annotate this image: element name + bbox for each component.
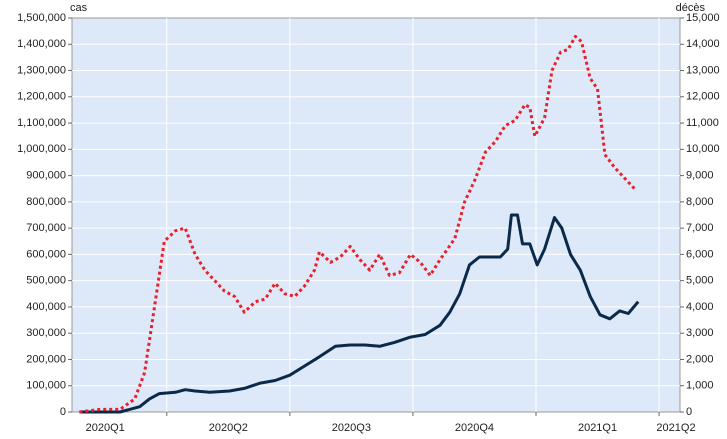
y2-tick-label: 6,000 bbox=[686, 248, 714, 260]
y2-tick-label: 1,000 bbox=[686, 380, 714, 392]
y-tick-label: 1,300,000 bbox=[17, 64, 66, 76]
y-tick-label: 200,000 bbox=[26, 353, 66, 365]
y2-axis-label: décès bbox=[676, 2, 706, 14]
y-tick-label: 100,000 bbox=[26, 380, 66, 392]
y2-tick-label: 4,000 bbox=[686, 301, 714, 313]
x-tick-label: 2020Q4 bbox=[455, 422, 494, 434]
y2-tick-label: 9,000 bbox=[686, 170, 714, 182]
y-tick-label: 700,000 bbox=[26, 222, 66, 234]
y-tick-label: 600,000 bbox=[26, 248, 66, 260]
y-tick-label: 0 bbox=[60, 406, 66, 418]
y2-tick-label: 5,000 bbox=[686, 275, 714, 287]
y2-tick-label: 15,000 bbox=[686, 12, 720, 24]
y2-tick-label: 13,000 bbox=[686, 64, 720, 76]
y2-tick-label: 14,000 bbox=[686, 38, 720, 50]
y2-tick-label: 8,000 bbox=[686, 196, 714, 208]
y-tick-label: 1,400,000 bbox=[17, 38, 66, 50]
y2-tick-label: 12,000 bbox=[686, 91, 720, 103]
y-tick-label: 1,200,000 bbox=[17, 91, 66, 103]
y2-tick-label: 10,000 bbox=[686, 143, 720, 155]
data-line bbox=[79, 34, 636, 414]
y-tick-label: 500,000 bbox=[26, 275, 66, 287]
y-tick-label: 400,000 bbox=[26, 301, 66, 313]
y-axis-label: cas bbox=[70, 2, 88, 14]
y-tick-label: 1,500,000 bbox=[17, 12, 66, 24]
x-tick-label: 2020Q2 bbox=[209, 422, 248, 434]
x-tick-label: 2020Q1 bbox=[86, 422, 125, 434]
y-tick-label: 900,000 bbox=[26, 170, 66, 182]
y-tick-label: 300,000 bbox=[26, 327, 66, 339]
x-tick-label: 2021Q2 bbox=[656, 422, 695, 434]
x-tick-label: 2021Q1 bbox=[578, 422, 617, 434]
x-tick-label: 2020Q3 bbox=[332, 422, 371, 434]
y2-tick-label: 2,000 bbox=[686, 353, 714, 365]
y-tick-label: 1,000,000 bbox=[17, 143, 66, 155]
y2-tick-label: 11,000 bbox=[686, 117, 719, 129]
data-line bbox=[79, 213, 640, 414]
y2-tick-label: 0 bbox=[686, 406, 692, 418]
y-tick-label: 800,000 bbox=[26, 196, 66, 208]
plot-area bbox=[71, 17, 681, 413]
y2-tick-label: 3,000 bbox=[686, 327, 714, 339]
y-tick-label: 1,100,000 bbox=[17, 117, 66, 129]
y2-tick-label: 7,000 bbox=[686, 222, 714, 234]
